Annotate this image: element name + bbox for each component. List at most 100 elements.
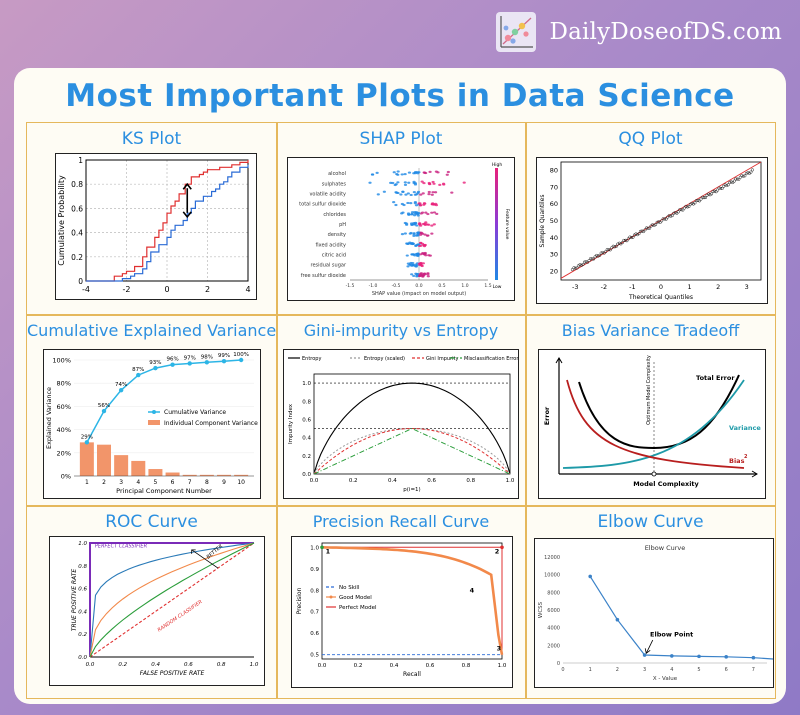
tick-label: 0.0 [310,478,319,484]
shap-point [414,211,419,214]
qq-point [694,199,699,203]
bias-curve [566,379,745,469]
feature-label: density [328,232,346,238]
panel-shap-plot: SHAP Plot alcohol sulphates volatile acidi… [277,123,525,314]
tick-label: 3 [119,479,123,486]
panel-cumulative-explained-variance: Cumulative Explained Variance 0% 20% 40% 60… [27,315,276,505]
qq-point [679,208,683,212]
x-axis-label: Recall [403,671,421,678]
elbow-point [697,654,701,659]
variance-curve [562,379,745,469]
shap-point [393,183,397,187]
qq-point [700,195,705,199]
x-axis-label: X - Value [653,676,678,682]
variance-bar [97,444,111,476]
plot-frame [85,159,249,282]
shap-point [416,231,420,234]
data-label: 96% [166,357,178,363]
qq-point [657,220,661,224]
shap-point [423,243,427,247]
qq-point [737,177,741,181]
shap-point [422,181,426,185]
qq-plot: -3 -2 -1 0 1 2 3 20 30 40 50 60 70 80 Theoretical Quan… [536,157,768,304]
shap-point [419,233,423,236]
qq-point [723,183,727,187]
qq-point [644,226,649,230]
tick-label: 2 [205,285,210,294]
feature-label: volatile acidity [309,191,346,197]
good-model-curve [321,546,504,655]
tick-label: 0.6 [426,663,435,669]
shap-point [441,182,446,185]
cumulative-point [238,357,244,363]
qq-point [605,247,609,252]
shap-point [413,214,417,217]
qq-point [611,244,615,248]
tick-label: 80% [57,380,71,388]
feature-label: fixed acidity [316,242,347,248]
shap-point [395,172,399,176]
variance-bar [217,474,231,476]
tick-label: 20 [550,268,558,276]
roc-curve-orange [89,542,255,658]
shap-point [405,254,409,257]
misclassification-curve [313,427,511,475]
roc-curve-green [89,542,255,658]
bv-chart: Error Model Complexity Optimum Model Compl… [543,355,761,488]
elbow-point [615,617,620,622]
feature-label: sulphates [322,181,347,187]
qq-point [707,192,711,196]
shap-point [399,193,403,196]
shap-point [382,190,386,193]
qq-point [608,248,612,252]
shap-point [400,233,405,236]
shap-point [415,254,419,257]
point-label: 3 [497,644,502,652]
qq-point [697,199,702,203]
qq-point [573,266,578,270]
tick-label: 8000 [547,590,560,596]
tick-label: 5 [697,667,700,673]
qq-point [661,217,665,221]
qq-point [579,263,584,267]
panel-title: Precision Recall Curve [312,512,490,531]
cumulative-point [84,440,90,445]
data-label: 56% [98,403,110,409]
ks-series-blue [86,164,249,282]
tick-label: 0.2 [78,632,87,638]
shap-point [406,201,410,205]
qq-point [617,241,621,245]
shap-chart: alcohol sulphates volatile acidity total su… [299,162,510,297]
qq-point [740,174,744,178]
total-error-curve [578,374,740,450]
tick-label: 60 [550,200,558,208]
qq-point [685,205,689,209]
legend-swatch [329,595,333,599]
qq-point [670,214,674,218]
cumulative-point [153,365,158,371]
shap-point [410,253,414,256]
qq-point [703,195,708,200]
arrow-head [191,549,196,554]
elbow-point [642,653,647,657]
tick-label: -3 [572,283,578,291]
tick-label: 100% [52,357,71,365]
qq-point [672,211,676,215]
tick-label: 12000 [544,555,560,561]
legend-entry: Gini Impurity [426,356,459,362]
shap-point [419,231,423,234]
tick-label: 0.2 [302,454,311,460]
ks-series-red [86,160,249,282]
tick-label: 2 [616,667,619,673]
x-axis-label: Theoretical Quantiles [628,294,693,301]
qq-point [651,223,655,227]
tick-label: 6 [725,667,728,673]
data-label: 98% [201,354,213,360]
shap-point [426,272,430,275]
qq-point [749,170,753,174]
elbow-point [751,655,756,660]
legend-swatch [148,420,160,425]
feature-label: chlorides [323,212,346,218]
cumulative-point [221,358,227,364]
panel-qq-plot: QQ Plot -3 -2 -1 0 1 2 3 20 30 40 50 60 70 80 Theoreti… [526,123,775,314]
